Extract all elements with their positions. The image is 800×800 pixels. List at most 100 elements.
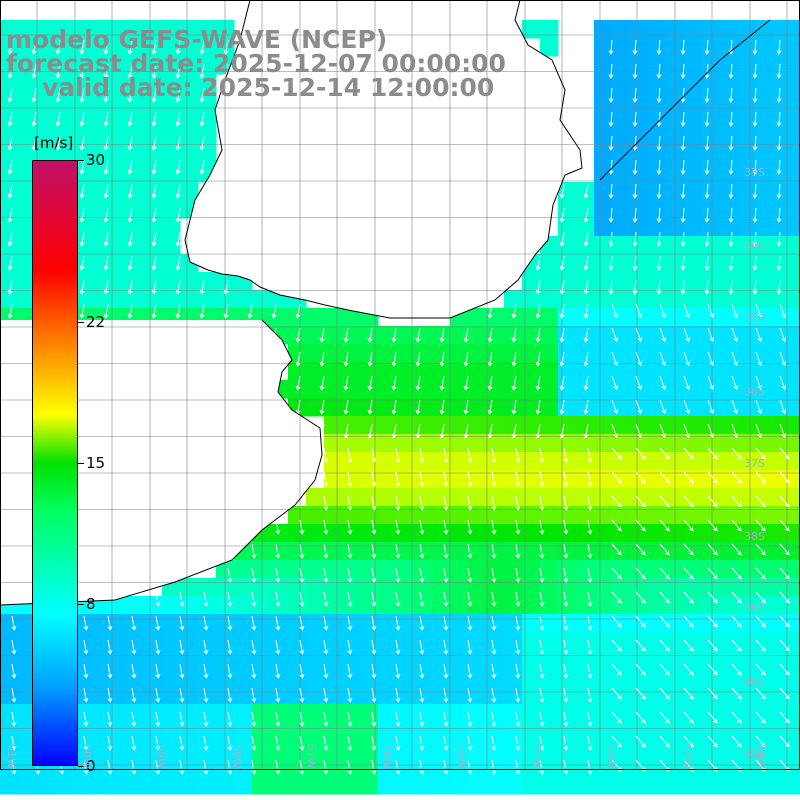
wind-cell: [450, 362, 469, 381]
wind-cell: [306, 614, 325, 633]
wind-cell: [306, 578, 325, 597]
wind-cell: [684, 434, 703, 453]
lon-label: 54W: [530, 744, 543, 769]
wind-arrowhead: [704, 146, 710, 151]
wind-arrowhead: [713, 718, 718, 724]
wind-cell: [90, 686, 109, 705]
wind-cell: [396, 434, 415, 453]
wind-arrowhead: [391, 433, 397, 439]
wind-arrow: [441, 351, 445, 366]
wind-cell: [306, 650, 325, 669]
wind-cell: [774, 650, 793, 669]
wind-cell: [594, 416, 613, 435]
wind-arrow: [467, 759, 471, 774]
wind-arrowhead: [728, 50, 734, 55]
wind-arrowhead: [227, 601, 233, 607]
wind-cell: [486, 344, 505, 363]
wind-arrow: [33, 63, 37, 78]
wind-arrow: [153, 255, 157, 270]
wind-cell: [306, 308, 325, 327]
wind-cell: [270, 308, 289, 327]
wind-arrowhead: [761, 502, 766, 508]
wind-arrowhead: [776, 98, 782, 103]
wind-arrowhead: [680, 50, 686, 55]
wind-arrowhead: [781, 337, 787, 343]
wind-arrow: [563, 543, 567, 558]
wind-cell: [450, 650, 469, 669]
wind-arrow: [634, 231, 637, 246]
wind-arrowhead: [709, 361, 715, 367]
wind-cell: [288, 686, 307, 705]
wind-arrowhead: [103, 145, 109, 151]
wind-arrowhead: [347, 577, 353, 583]
wind-cell: [558, 650, 577, 669]
wind-arrowhead: [583, 217, 589, 223]
wind-arrow: [659, 543, 670, 556]
wind-cell: [468, 308, 487, 327]
wind-cell: [360, 632, 379, 651]
wind-arrow: [297, 327, 301, 342]
wind-arrowhead: [535, 313, 541, 319]
wind-cell: [774, 56, 793, 75]
wind-arrowhead: [587, 505, 593, 511]
wind-arrowhead: [728, 98, 734, 103]
wind-arrow: [489, 327, 493, 342]
wind-arrow: [515, 711, 519, 726]
wind-cell: [486, 398, 505, 417]
wind-cell: [414, 524, 433, 543]
wind-arrowhead: [103, 97, 109, 103]
wind-cell: [126, 668, 145, 687]
wind-arrow: [611, 303, 618, 318]
wind-cell: [18, 38, 37, 57]
wind-arrowhead: [227, 649, 233, 655]
wind-arrow: [635, 543, 646, 556]
wind-arrow: [395, 759, 399, 774]
wind-arrowhead: [689, 574, 694, 580]
wind-cell: [306, 398, 325, 417]
wind-arrowhead: [11, 673, 17, 679]
wind-cell: [702, 254, 721, 273]
wind-arrow: [323, 543, 327, 558]
wind-arrow: [779, 759, 790, 772]
wind-cell: [198, 686, 217, 705]
wind-cell: [756, 596, 775, 615]
wind-arrowhead: [680, 74, 686, 79]
wind-arrow: [754, 255, 757, 270]
wind-cell: [540, 614, 559, 633]
wind-cell: [702, 218, 721, 237]
wind-arrow: [227, 735, 231, 750]
wind-cell: [648, 308, 667, 327]
wind-arrowhead: [443, 625, 449, 631]
wind-arrowhead: [689, 478, 694, 484]
wind-arrowhead: [583, 193, 589, 199]
wind-cell: [756, 542, 775, 561]
wind-cell: [684, 704, 703, 723]
wind-cell: [378, 362, 397, 381]
wind-cell: [378, 326, 397, 345]
wind-arrowhead: [443, 673, 449, 679]
wind-cell: [630, 416, 649, 435]
wind-cell: [594, 470, 613, 489]
wind-arrowhead: [203, 745, 209, 751]
wind-cell: [0, 128, 19, 147]
wind-arrow: [251, 543, 255, 558]
wind-arrow: [323, 639, 327, 654]
wind-cell: [720, 686, 739, 705]
wind-cell: [594, 434, 613, 453]
wind-arrowhead: [419, 625, 425, 631]
wind-cell: [126, 236, 145, 255]
wind-arrow: [491, 495, 495, 510]
wind-arrowhead: [713, 454, 718, 460]
wind-cell: [558, 560, 577, 579]
wind-cell: [162, 20, 181, 39]
wind-cell: [342, 434, 361, 453]
wind-cell: [738, 758, 757, 777]
wind-cell: [198, 614, 217, 633]
wind-cell: [738, 398, 757, 417]
wind-cell: [0, 776, 19, 795]
wind-cell: [648, 452, 667, 471]
wind-cell: [648, 74, 667, 93]
wind-arrow: [131, 639, 135, 654]
wind-cell: [630, 56, 649, 75]
wind-arrowhead: [347, 625, 353, 631]
